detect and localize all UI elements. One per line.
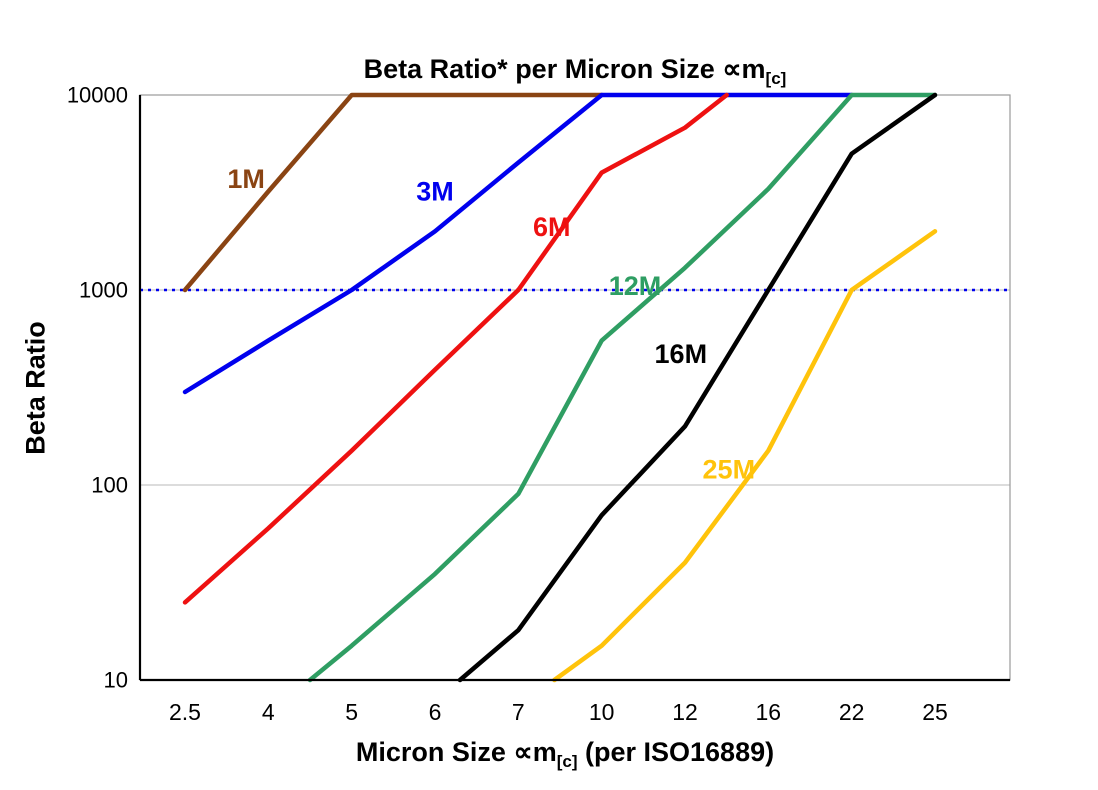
series-line-3M [182,92,854,395]
series-label-25M: 25M [703,455,756,485]
series-line-12M [307,92,938,683]
x-tick-label-4: 4 [262,699,275,725]
series-label-1M: 1M [227,164,265,194]
y-axis-title: Beta Ratio [20,321,51,455]
series-line-16M [457,92,938,683]
x-tick-label-6: 6 [429,699,442,725]
chart-title-main: Beta Ratio* per Micron Size ∝m [363,54,766,84]
x-tick-label-25: 25 [922,699,948,725]
y-tick-label-100: 100 [91,473,128,498]
y-tick-label-10000: 10000 [67,83,128,108]
x-tick-label-2.5: 2.5 [169,699,201,725]
x-tick-label-16: 16 [756,699,782,725]
y-tick-label-1000: 1000 [79,278,128,303]
series-label-16M: 16M [655,339,708,369]
x-axis-title-subscript: [c] [556,752,578,771]
chart-title: Beta Ratio* per Micron Size ∝m[c] [140,54,1010,89]
x-tick-label-5: 5 [345,699,358,725]
series-label-6M: 6M [533,212,571,242]
series-line-25M [552,229,938,683]
x-axis-title: Micron Size ∝m[c] (per ISO16889) [356,737,774,772]
series-label-12M: 12M [609,271,662,301]
x-tick-label-7: 7 [512,699,525,725]
x-axis-title-main: Micron Size ∝m [355,737,557,767]
y-tick-label-10: 10 [104,668,128,693]
x-tick-label-12: 12 [672,699,698,725]
series-line-1M [182,92,604,293]
series-line-6M [182,92,729,605]
x-tick-label-10: 10 [589,699,615,725]
x-tick-label-22: 22 [839,699,865,725]
chart-title-subscript: [c] [765,69,787,88]
x-axis-title-rest: (per ISO16889) [577,737,775,767]
series-label-3M: 3M [416,177,454,207]
